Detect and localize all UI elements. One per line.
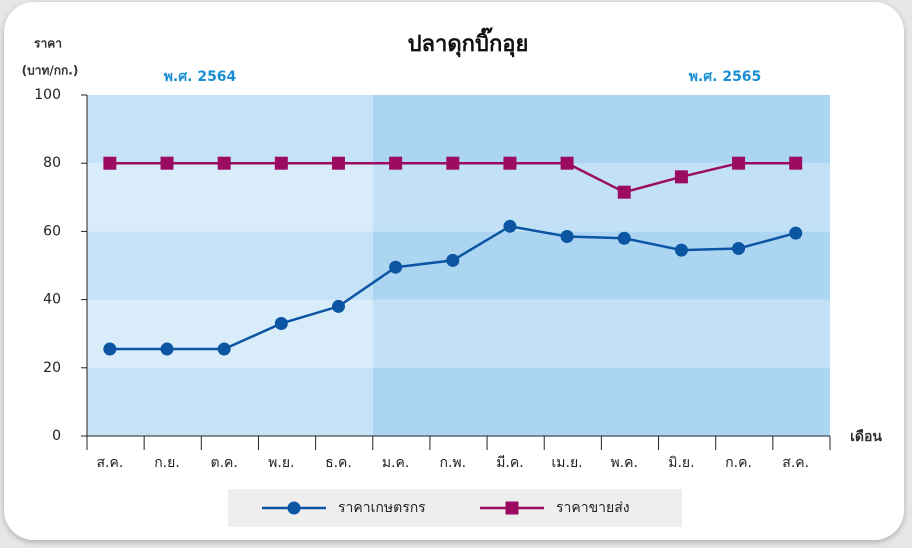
point — [274, 316, 288, 330]
y-axis-label: ราคา — [34, 37, 62, 51]
point — [331, 299, 345, 313]
region-band — [87, 95, 373, 164]
legend-label: ราคาเกษตรกร — [338, 500, 426, 516]
y-axis-label: (บาท/กก.) — [22, 64, 79, 78]
y-tick-label: 20 — [43, 360, 61, 376]
x-tick-label: มี.ค. — [496, 455, 524, 471]
point — [217, 156, 231, 170]
legend-marker — [505, 501, 519, 515]
region-band — [372, 163, 830, 232]
y-tick-label: 40 — [43, 292, 61, 308]
region-band — [372, 299, 830, 368]
x-tick-label: มิ.ย. — [668, 455, 694, 471]
region-band — [372, 95, 830, 164]
point — [732, 241, 746, 255]
point — [331, 156, 345, 170]
legend-marker — [287, 501, 301, 515]
region-band — [372, 367, 830, 436]
point — [446, 156, 460, 170]
point — [732, 156, 746, 170]
x-tick-label: ก.พ. — [439, 455, 466, 471]
x-tick-label: ม.ค. — [382, 455, 410, 471]
chart-title: ปลาดุกบิ๊กอุย — [408, 27, 529, 58]
x-tick-label: ส.ค. — [782, 455, 809, 471]
point — [617, 185, 631, 199]
point — [560, 230, 574, 244]
point — [160, 342, 174, 356]
region-band — [87, 231, 373, 300]
region-band — [87, 163, 373, 232]
year-label: พ.ศ. 2564 — [164, 69, 237, 85]
point — [389, 156, 403, 170]
x-tick-label: เม.ย. — [552, 455, 583, 471]
y-tick-label: 80 — [43, 155, 61, 171]
point — [160, 156, 174, 170]
point — [103, 156, 117, 170]
region-band — [87, 367, 373, 436]
point — [560, 156, 574, 170]
point — [789, 226, 803, 240]
x-tick-label: ส.ค. — [96, 455, 123, 471]
point — [446, 253, 460, 267]
point — [503, 219, 517, 233]
point — [389, 260, 403, 274]
point — [674, 170, 688, 184]
x-tick-label: พ.ค. — [610, 455, 638, 471]
y-tick-label: 100 — [34, 87, 61, 103]
point — [274, 156, 288, 170]
x-tick-label: ก.ค. — [725, 455, 752, 471]
point — [789, 156, 803, 170]
point — [503, 156, 517, 170]
x-tick-label: ก.ย. — [154, 455, 180, 471]
legend-label: ราคาขายส่ง — [556, 500, 630, 516]
x-tick-label: ต.ค. — [210, 455, 237, 471]
x-axis-label: เดือน — [850, 429, 882, 445]
y-tick-label: 0 — [52, 428, 61, 444]
x-tick-label: พ.ย. — [268, 455, 294, 471]
point — [217, 342, 231, 356]
point — [617, 231, 631, 245]
y-tick-label: 60 — [43, 223, 61, 239]
year-label: พ.ศ. 2565 — [689, 69, 762, 85]
point — [674, 243, 688, 257]
x-tick-label: ธ.ค. — [325, 455, 352, 471]
point — [103, 342, 117, 356]
